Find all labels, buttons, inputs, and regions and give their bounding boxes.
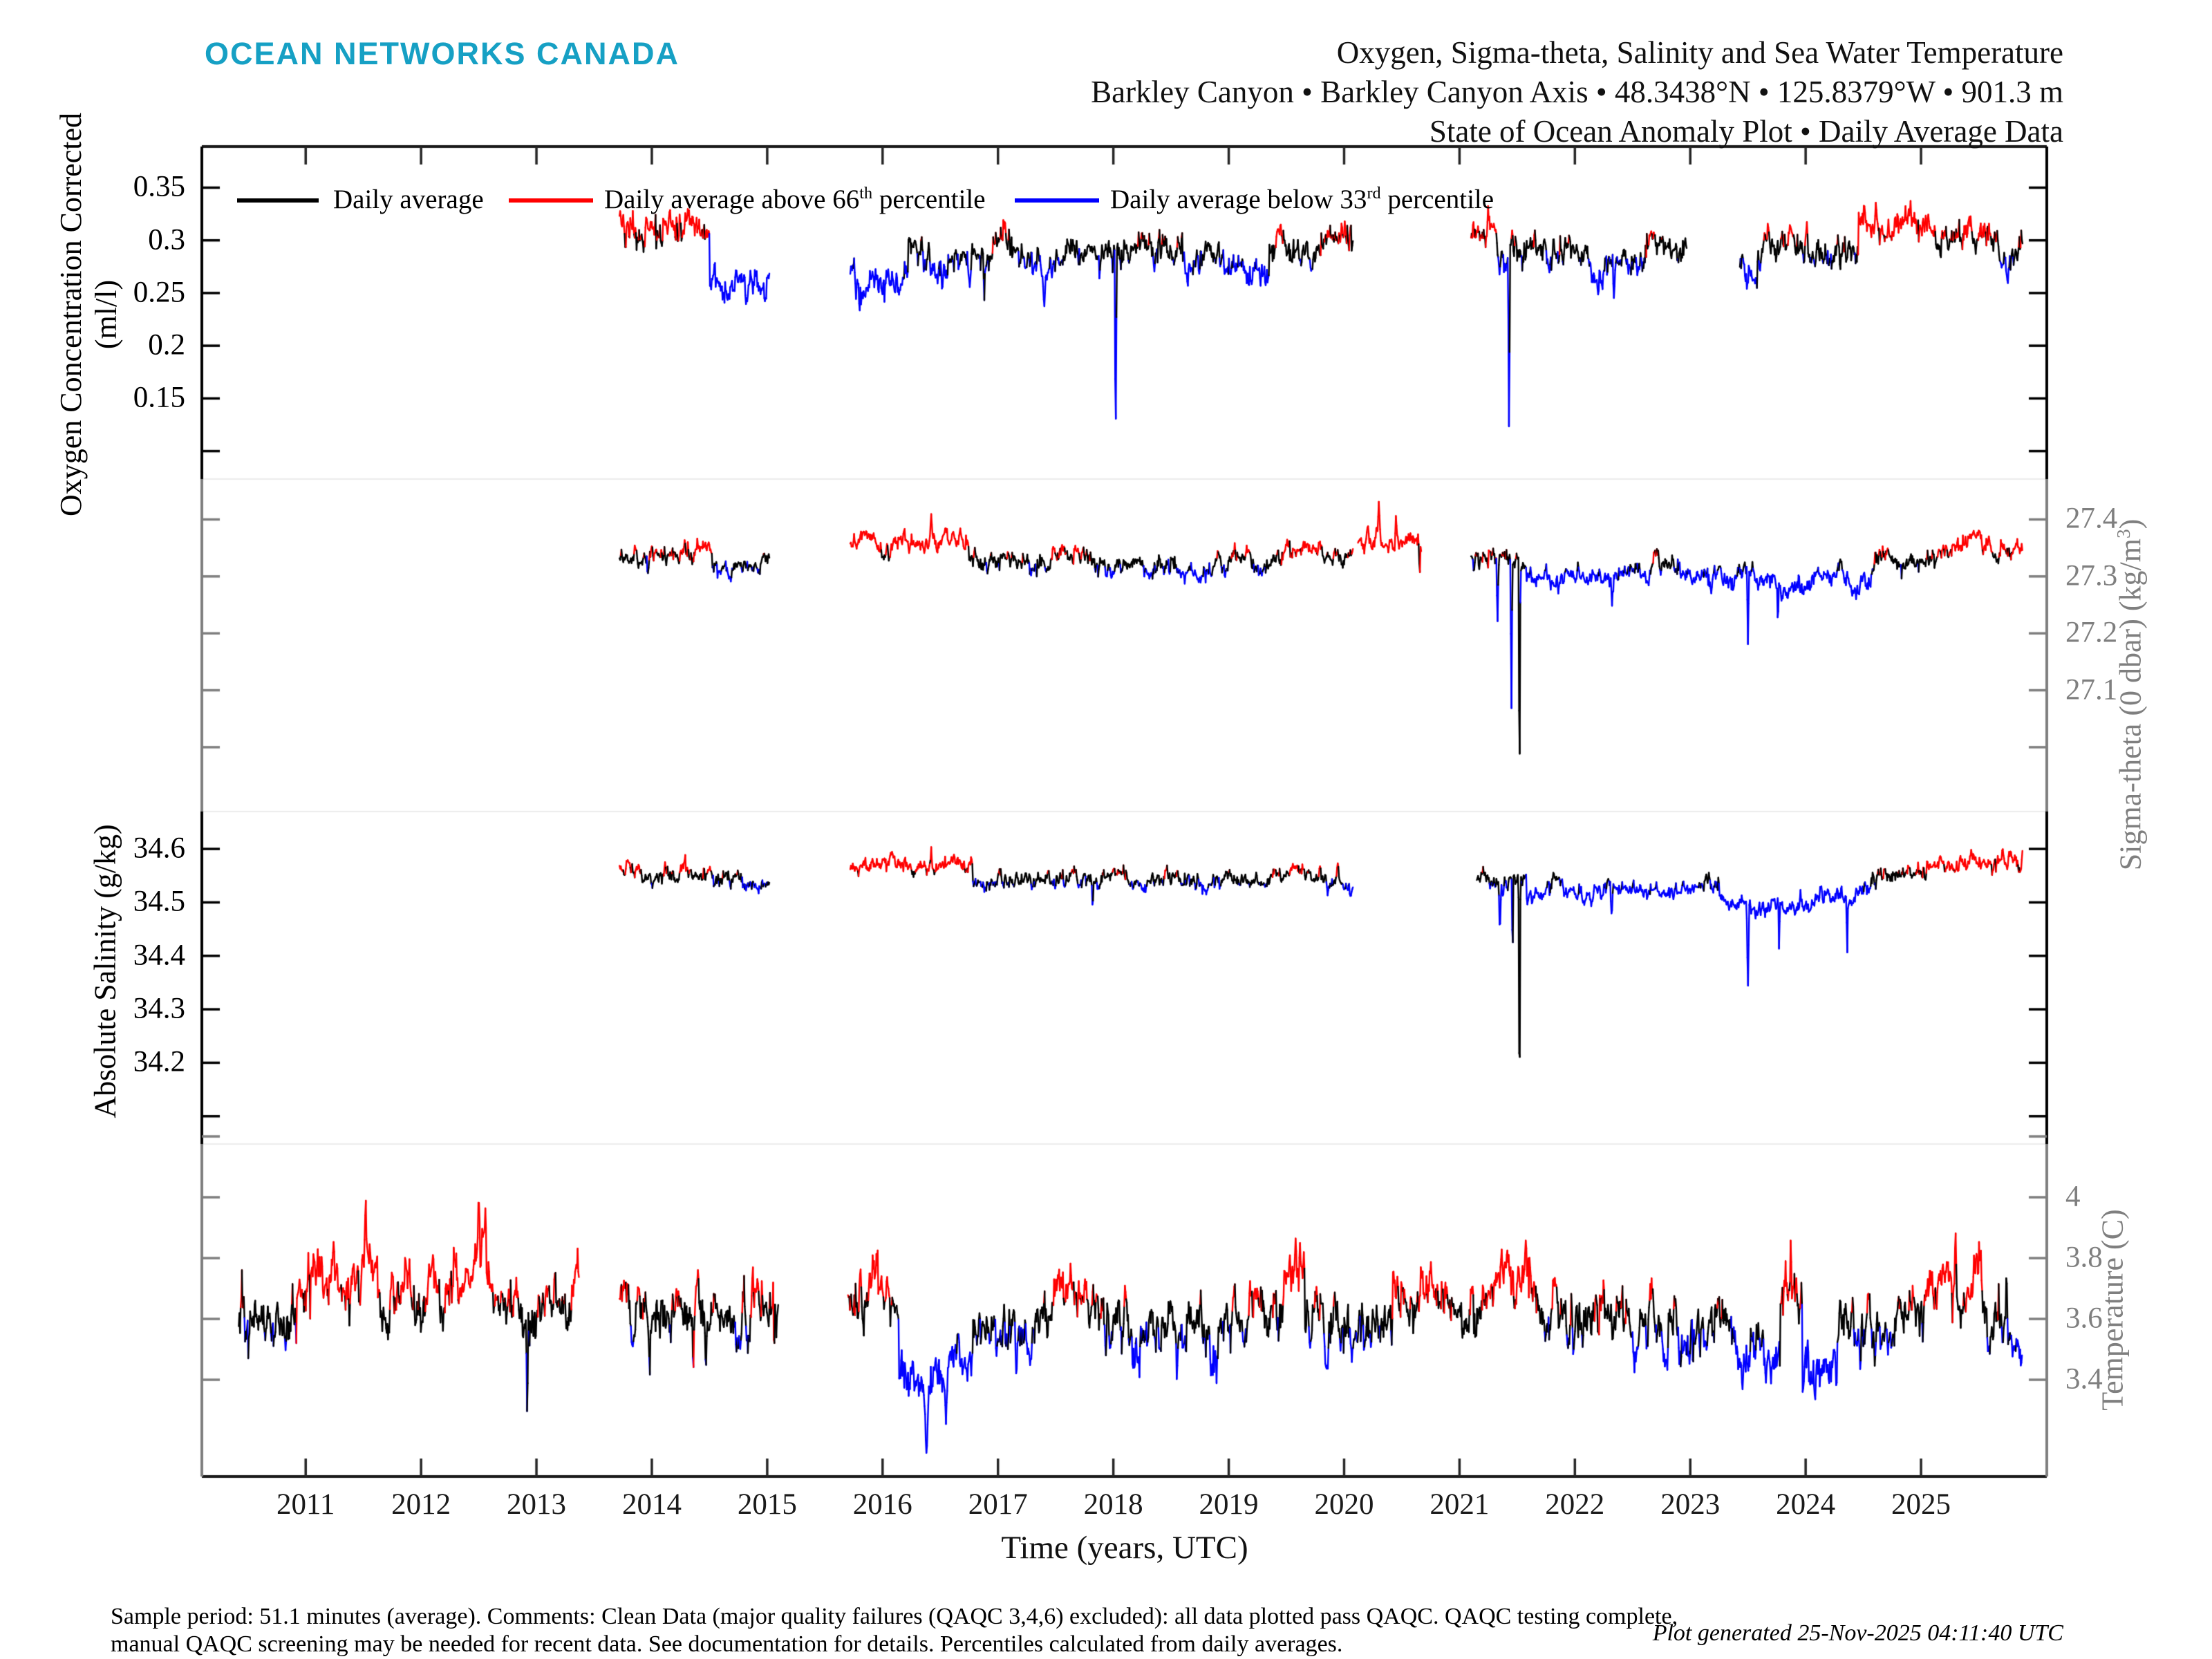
year-tick-label: 2017: [968, 1488, 1028, 1521]
x-axis-label: Time (years, UTC): [1001, 1530, 1248, 1566]
temperature-tick-label: 3.8: [2065, 1241, 2103, 1274]
temperature-tick-label: 3.6: [2065, 1302, 2103, 1335]
salinity-tick-label: 34.3: [133, 992, 185, 1025]
salinity-tick-label: 34.6: [133, 832, 185, 865]
salinity-tick-label: 34.5: [133, 885, 185, 918]
year-tick-label: 2014: [621, 1488, 682, 1521]
year-tick-label: 2021: [1430, 1488, 1490, 1521]
legend-swatch-above-66th: [509, 198, 593, 203]
oxygen-tick-label: 0.25: [133, 276, 185, 309]
salinity-tick-label: 34.2: [133, 1045, 185, 1078]
plot-generated-timestamp: Plot generated 25-Nov-2025 04:11:40 UTC: [1652, 1620, 2063, 1646]
title-line-3: State of Ocean Anomaly Plot • Daily Aver…: [1429, 114, 2063, 149]
temperature-tick-label: 4: [2065, 1180, 2081, 1213]
footer-line-1: Sample period: 51.1 minutes (average). C…: [111, 1604, 1678, 1629]
year-tick-label: 2023: [1660, 1488, 1721, 1521]
sigma-theta-axis-title: Sigma-theta (0 dbar) (kg/m3): [2112, 518, 2148, 871]
plot-title: Oxygen, Sigma-theta, Salinity and Sea Wa…: [1091, 33, 2063, 151]
legend-label: Daily average below 33rd percentile: [1110, 184, 1494, 214]
year-tick-label: 2013: [507, 1488, 567, 1521]
year-tick-label: 2019: [1199, 1488, 1259, 1521]
legend-label: Daily average above 66th percentile: [604, 184, 986, 214]
year-tick-label: 2025: [1891, 1488, 1951, 1521]
oxygen-tick-label: 0.3: [148, 223, 185, 256]
year-tick-label: 2016: [852, 1488, 912, 1521]
temperature-tick-label: 3.4: [2065, 1362, 2103, 1396]
title-line-2: Barkley Canyon • Barkley Canyon Axis • 4…: [1091, 75, 2063, 109]
footer-line-2: manual QAQC screening may be needed for …: [111, 1631, 1343, 1657]
oxygen-tick-label: 0.15: [133, 381, 185, 414]
oxygen-tick-label: 0.2: [148, 328, 185, 362]
year-tick-label: 2018: [1083, 1488, 1143, 1521]
year-tick-label: 2011: [276, 1488, 335, 1521]
year-tick-label: 2012: [391, 1488, 451, 1521]
sigma-theta-tick-label: 27.2: [2065, 616, 2118, 649]
year-tick-label: 2022: [1545, 1488, 1605, 1521]
legend-label: Daily average: [333, 185, 484, 214]
sigma-theta-tick-label: 27.4: [2065, 502, 2118, 535]
title-line-1: Oxygen, Sigma-theta, Salinity and Sea Wa…: [1336, 35, 2063, 70]
sigma-theta-tick-label: 27.3: [2065, 559, 2118, 592]
year-tick-label: 2024: [1776, 1488, 1836, 1521]
onc-logo: OCEAN NETWORKS CANADA: [205, 36, 679, 71]
salinity-tick-label: 34.4: [133, 939, 185, 972]
legend-swatch-average: [237, 198, 319, 203]
sigma-theta-tick-label: 27.1: [2065, 673, 2118, 706]
oxygen-tick-label: 0.35: [133, 170, 185, 203]
year-tick-label: 2015: [737, 1488, 797, 1521]
year-tick-label: 2020: [1314, 1488, 1374, 1521]
legend-swatch-below-33rd: [1015, 198, 1099, 203]
